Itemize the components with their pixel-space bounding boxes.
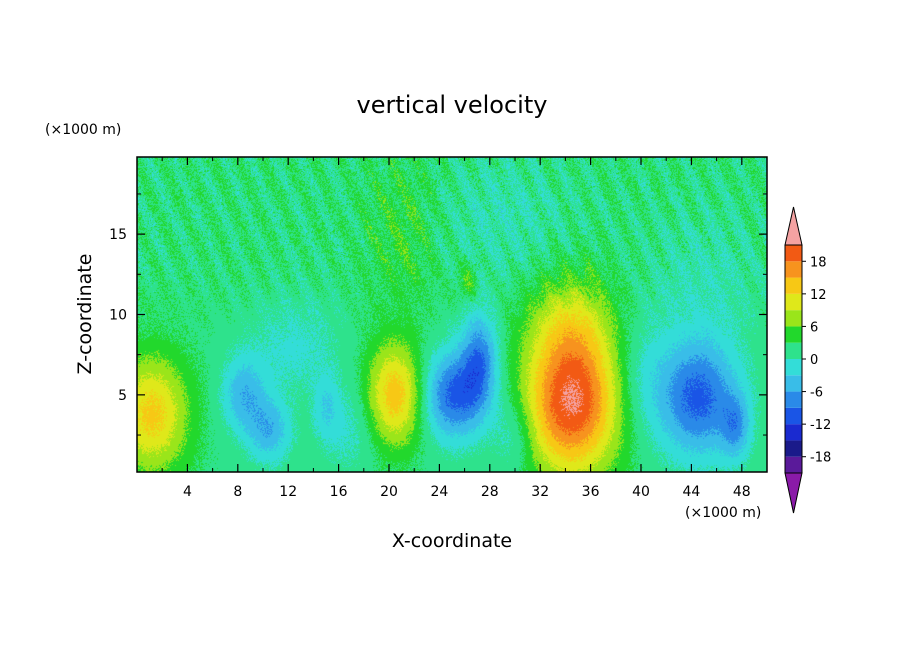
colorbar-segment — [785, 310, 802, 327]
y-tick-label: 5 — [118, 388, 127, 404]
colorbar-segment — [785, 407, 802, 425]
colorbar-segment — [785, 245, 802, 262]
x-tick-label: 28 — [481, 484, 499, 500]
x-tick-label: 32 — [531, 484, 549, 500]
x-tick-label: 12 — [279, 484, 297, 500]
heatmap-canvas — [137, 157, 767, 472]
colorbar-tick-label: -6 — [810, 386, 823, 401]
colorbar-segment — [785, 440, 802, 457]
y-tick-label: 10 — [109, 308, 127, 324]
colorbar-tick-label: 12 — [810, 288, 827, 303]
x-tick-label: 40 — [632, 484, 650, 500]
colorbar-segment — [785, 326, 802, 343]
colorbar-segment — [785, 456, 802, 473]
x-tick-label: 4 — [183, 484, 192, 500]
colorbar-segment — [785, 391, 802, 408]
colorbar-tick-label: 6 — [810, 320, 818, 335]
y-tick-label: 15 — [109, 227, 127, 243]
x-unit-label: (×1000 m) — [685, 505, 761, 521]
x-tick-label: 16 — [330, 484, 348, 500]
colorbar-tick-label: 0 — [810, 353, 818, 368]
colorbar-segment — [785, 424, 802, 441]
colorbar-tick-label: -18 — [810, 451, 831, 466]
colorbar-over-arrow — [784, 206, 803, 246]
y-axis-label: Z-coordinate — [74, 254, 96, 375]
x-tick-label: 8 — [233, 484, 242, 500]
colorbar: -18 -12 -6 0 6 12 18 — [784, 206, 831, 514]
x-tick-label: 20 — [380, 484, 398, 500]
colorbar-segment — [785, 375, 802, 392]
y-unit-label: (×1000 m) — [45, 122, 121, 138]
x-axis-label: X-coordinate — [392, 530, 512, 552]
x-tick-label: 36 — [582, 484, 600, 500]
colorbar-tick-label: -12 — [810, 418, 831, 433]
colorbar-segment — [785, 261, 802, 278]
y-axis-ticks: 5 10 15 — [109, 193, 767, 436]
x-axis-ticks: 4 8 12 16 20 24 28 32 36 40 44 48 — [161, 157, 751, 500]
colorbar-under-arrow — [784, 472, 803, 514]
colorbar-segment — [785, 293, 802, 311]
colorbar-segment — [785, 359, 802, 376]
x-tick-label: 48 — [733, 484, 751, 500]
colorbar-segment — [785, 342, 802, 359]
chart-title: vertical velocity — [357, 91, 548, 119]
colorbar-tick-label: 18 — [810, 255, 827, 270]
x-tick-label: 24 — [430, 484, 448, 500]
colorbar-segment — [785, 277, 802, 294]
heatmap-field — [137, 157, 767, 472]
x-tick-label: 44 — [682, 484, 700, 500]
